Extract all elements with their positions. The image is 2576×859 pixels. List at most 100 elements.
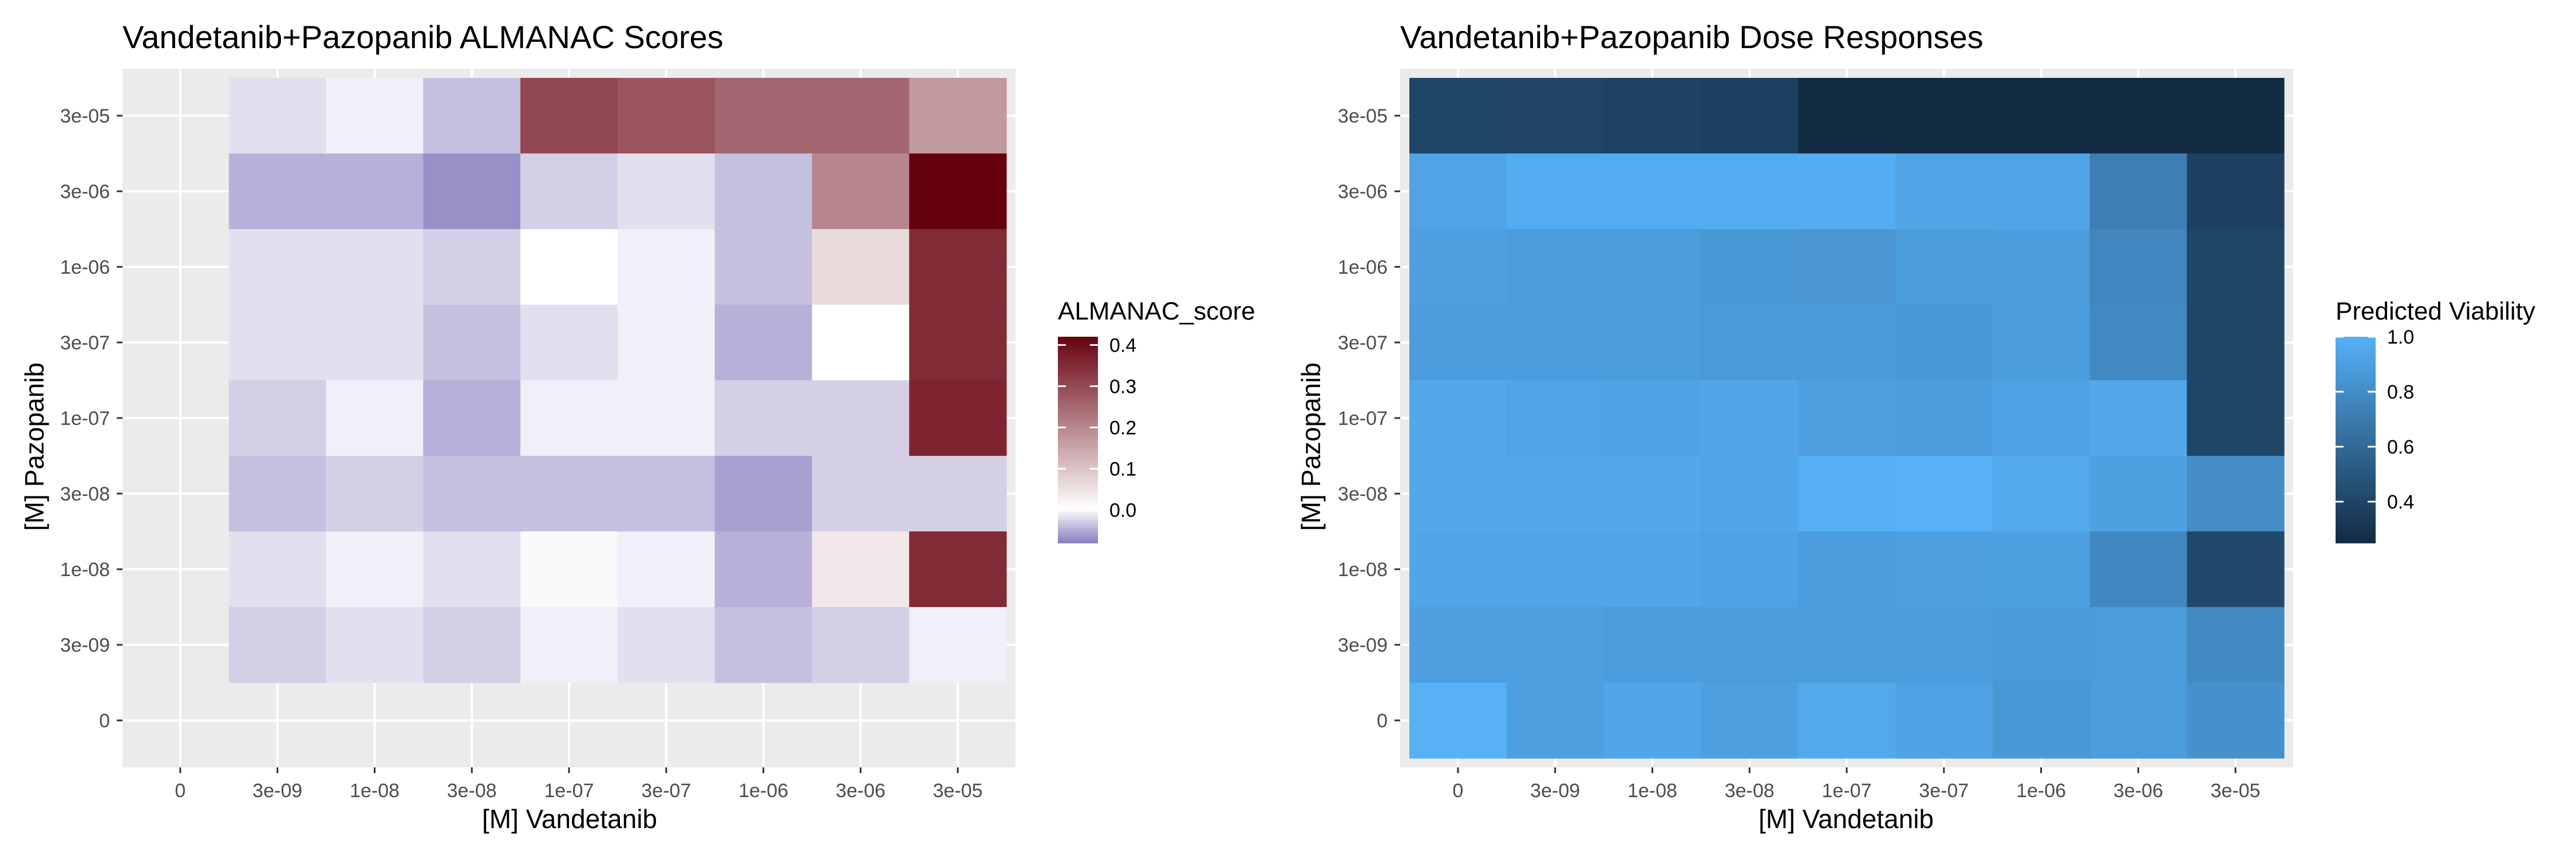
- heatmap-cell: [229, 305, 326, 381]
- heatmap-cell: [1895, 78, 1993, 154]
- heatmap-cell: [326, 229, 424, 305]
- heatmap-cell: [520, 305, 618, 381]
- x-tick-label: 1e-08: [350, 780, 400, 802]
- heatmap-cell: [520, 607, 618, 683]
- heatmap-cell: [423, 229, 520, 305]
- legend-colorbar-segment: [1058, 337, 1098, 340]
- heatmap-cell: [423, 78, 520, 154]
- dose-responses-panel: Vandetanib+Pazopanib Dose Responses [M] …: [1296, 19, 2535, 834]
- heatmap-cell: [1993, 229, 2090, 305]
- heatmap-cell: [715, 380, 812, 456]
- heatmap-cell: [1895, 153, 1993, 230]
- heatmap-cell: [229, 153, 326, 230]
- legend-tick-label: 0.1: [1109, 458, 1136, 480]
- heatmap-cell: [1895, 531, 1993, 608]
- heatmap-cell: [326, 78, 424, 154]
- heatmap-cell: [1993, 531, 2090, 608]
- y-tick-label: 3e-08: [60, 483, 110, 505]
- heatmap-cell: [326, 607, 424, 683]
- heatmap-cell: [1701, 153, 1798, 230]
- heatmap-cell: [909, 531, 1006, 608]
- heatmap-cell: [1701, 380, 1798, 456]
- legend-title: Predicted Viability: [2336, 297, 2535, 325]
- heatmap-cell: [1895, 456, 1993, 532]
- heatmap-cell: [1993, 153, 2090, 230]
- heatmap-cell: [618, 456, 715, 532]
- heatmap-cell: [1993, 305, 2090, 381]
- heatmap-cell: [1409, 78, 1507, 154]
- heatmap-cell: [1701, 683, 1798, 759]
- heatmap-cell: [1701, 229, 1798, 305]
- y-tick-label: 1e-07: [60, 408, 110, 430]
- y-tick-label: 3e-09: [1338, 635, 1388, 656]
- heatmap-cell: [229, 229, 326, 305]
- x-tick-label: 1e-06: [738, 780, 788, 802]
- y-tick-label: 3e-08: [1338, 483, 1388, 505]
- heatmap-cell: [229, 78, 326, 154]
- heatmap-cell: [812, 229, 909, 305]
- y-tick-label: 0: [99, 710, 110, 732]
- heatmap-cell: [1409, 229, 1507, 305]
- heatmap-cell: [1895, 380, 1993, 456]
- heatmap-cell: [326, 305, 424, 381]
- heatmap-cell: [1507, 153, 1604, 230]
- y-tick-label: 3e-05: [60, 105, 110, 127]
- y-axis-title: [M] Pazopanib: [19, 362, 49, 531]
- heatmap-cell: [520, 380, 618, 456]
- heatmap-cell: [618, 531, 715, 608]
- heatmap-cell: [2187, 456, 2284, 532]
- x-tick-label: 3e-05: [2211, 780, 2261, 802]
- heatmap-cell: [1507, 229, 1604, 305]
- y-tick-label: 3e-06: [60, 181, 110, 203]
- x-tick-label: 3e-07: [641, 780, 691, 802]
- legend-tick-label: 0.3: [1109, 376, 1136, 397]
- heatmap-cell: [1993, 607, 2090, 683]
- heatmap-cell: [909, 229, 1006, 305]
- y-tick-label: 1e-08: [60, 559, 110, 581]
- heatmap-cell: [423, 380, 520, 456]
- heatmap-cell: [1604, 380, 1701, 456]
- heatmap-cell: [618, 380, 715, 456]
- heatmap-cell: [618, 607, 715, 683]
- heatmap-cell: [326, 531, 424, 608]
- heatmap-cell: [229, 531, 326, 608]
- heatmap-cell: [1409, 380, 1507, 456]
- heatmap-cell: [520, 78, 618, 154]
- y-tick-label: 1e-07: [1338, 408, 1388, 430]
- heatmap-cell: [2089, 380, 2187, 456]
- heatmap-cell: [1993, 78, 2090, 154]
- y-axis-title: [M] Pazopanib: [1296, 362, 1326, 531]
- legend-tick-label: 0.0: [1109, 499, 1136, 521]
- heatmap-cell: [423, 607, 520, 683]
- heatmap-cell: [2089, 531, 2187, 608]
- x-tick-label: 3e-05: [933, 780, 983, 802]
- heatmap-cell: [2187, 229, 2284, 305]
- heatmap-cell: [1409, 531, 1507, 608]
- heatmap-cell: [909, 380, 1006, 456]
- heatmap-cell: [1409, 153, 1507, 230]
- heatmap-cell: [520, 531, 618, 608]
- y-tick-label: 3e-05: [1338, 105, 1388, 127]
- panel-title: Vandetanib+Pazopanib ALMANAC Scores: [123, 19, 724, 55]
- heatmap-cell: [1798, 380, 1895, 456]
- x-tick-label: 3e-07: [1919, 780, 1969, 802]
- heatmap-cell: [1604, 229, 1701, 305]
- legend-tick-label: 0.4: [1109, 334, 1136, 356]
- heatmap-cell: [1507, 305, 1604, 381]
- heatmap-cell: [812, 305, 909, 381]
- heatmap-cell: [2089, 607, 2187, 683]
- heatmap-cell: [423, 305, 520, 381]
- heatmap-cell: [2089, 229, 2187, 305]
- y-tick-label: 3e-07: [1338, 332, 1388, 354]
- heatmap-cell: [1798, 607, 1895, 683]
- heatmap-cell: [1798, 153, 1895, 230]
- heatmap-cell: [1604, 305, 1701, 381]
- y-tick-label: 0: [1377, 710, 1388, 732]
- heatmap-cell: [1798, 78, 1895, 154]
- heatmap-cell: [1798, 229, 1895, 305]
- y-tick-label: 1e-08: [1338, 559, 1388, 581]
- heatmap-cell: [812, 607, 909, 683]
- heatmap-cell: [618, 229, 715, 305]
- heatmap-cell: [1895, 229, 1993, 305]
